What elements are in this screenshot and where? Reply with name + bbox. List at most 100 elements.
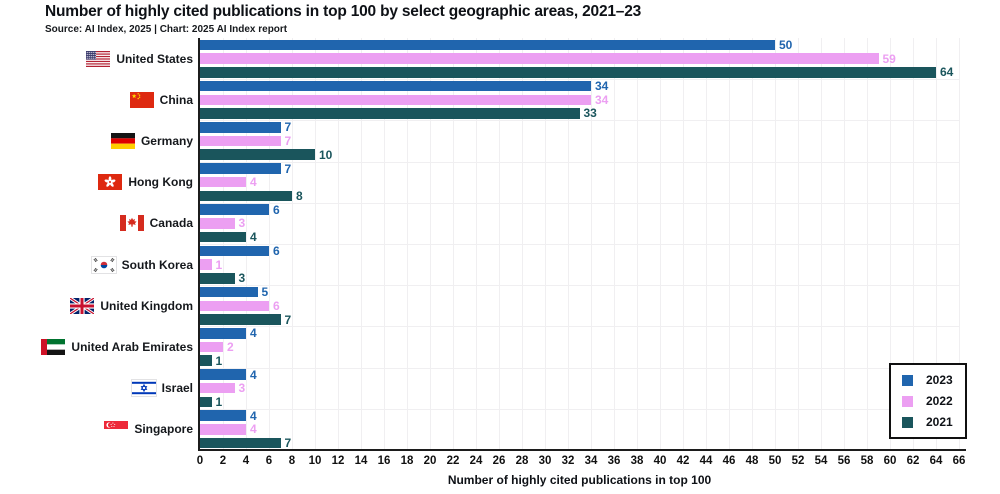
bar-value-label: 6 — [273, 243, 280, 258]
bar-line-2023: 6 — [200, 243, 959, 258]
bar-2021 — [200, 190, 292, 202]
bar-value-label: 6 — [273, 202, 280, 217]
uae-flag-icon — [41, 339, 66, 356]
category-label: China — [159, 92, 193, 107]
bar-2023 — [200, 80, 591, 92]
bar-line-2021: 10 — [200, 149, 959, 161]
x-tick-label: 4 — [242, 455, 250, 467]
x-tick-label: 60 — [883, 455, 897, 467]
category-label-row: Canada — [0, 203, 196, 244]
bar-line-2023: 50 — [200, 37, 959, 52]
chart-row: 7 4 8 — [200, 162, 959, 203]
bar-value-label: 50 — [779, 37, 793, 52]
bar-value-label: 59 — [882, 51, 896, 66]
bar-line-2022: 4 — [200, 175, 959, 190]
x-tick-label: 50 — [768, 455, 782, 467]
category-label: Canada — [149, 216, 193, 231]
x-tick-label: 0 — [196, 455, 204, 467]
bar-line-2022: 4 — [200, 422, 959, 437]
bar-2022 — [200, 218, 235, 229]
category-label-row: Singapore — [0, 409, 196, 450]
bar-line-2023: 4 — [200, 327, 959, 339]
gridlines — [200, 38, 960, 450]
legend-swatch-icon — [902, 395, 913, 407]
bar-line-2021: 4 — [200, 231, 959, 243]
bar-line-2023: 34 — [200, 80, 959, 92]
x-tick-label: 38 — [630, 455, 644, 467]
x-tick-label: 56 — [837, 455, 851, 467]
bar-value-label: 3 — [238, 381, 246, 396]
x-tick-label: 16 — [377, 455, 391, 467]
bar-2023 — [200, 122, 281, 133]
bar-line-2023: 7 — [200, 161, 959, 176]
bar-2021 — [200, 314, 281, 325]
south-korea-flag-icon — [90, 255, 117, 274]
x-tick-label: 30 — [538, 455, 552, 467]
hong-kong-flag-icon — [98, 174, 123, 191]
bar-2022 — [200, 341, 223, 353]
category-label: United States — [116, 51, 193, 66]
bar-value-label: 4 — [250, 175, 257, 190]
bar-2021 — [200, 67, 936, 78]
bar-2021 — [200, 273, 235, 284]
x-tick-label: 48 — [745, 455, 759, 467]
legend-label: 2022 — [926, 394, 953, 408]
bar-line-2021: 1 — [200, 396, 959, 408]
bar-line-2022: 3 — [200, 217, 959, 229]
x-tick-label: 18 — [400, 455, 414, 467]
category-label: Hong Kong — [128, 175, 193, 190]
legend-entry: 2022 — [902, 394, 953, 408]
bar-line-2022: 59 — [200, 51, 959, 66]
bar-2023 — [200, 410, 246, 421]
bar-value-label: 4 — [250, 408, 257, 423]
bar-2021 — [200, 437, 281, 449]
bar-2022 — [200, 135, 281, 147]
bar-line-2021: 33 — [200, 107, 959, 119]
category-label: Singapore — [134, 422, 193, 437]
singapore-flag-icon — [104, 421, 129, 438]
category-label: United Arab Emirates — [71, 340, 193, 355]
bar-value-label: 7 — [284, 161, 292, 176]
chart-row: 6 3 4 — [200, 203, 959, 244]
category-label-row: United Arab Emirates — [0, 326, 196, 367]
bar-line-2021: 8 — [200, 188, 959, 203]
bar-line-2022: 34 — [200, 94, 959, 106]
israel-flag-icon — [130, 379, 157, 398]
bar-2023 — [200, 369, 246, 380]
x-tick-label: 44 — [699, 455, 713, 467]
category-label-row: United Kingdom — [0, 285, 196, 326]
x-tick-label: 52 — [791, 455, 805, 467]
bar-value-label: 1 — [215, 257, 223, 272]
bar-2023 — [200, 39, 775, 51]
bar-value-label: 4 — [250, 422, 257, 437]
x-tick-label: 12 — [331, 455, 345, 467]
germany-flag-icon — [110, 133, 135, 149]
bar-line-2023: 4 — [200, 367, 959, 382]
bar-value-label: 4 — [250, 367, 257, 382]
gridline-horizontal — [200, 79, 959, 81]
x-tick-label: 26 — [492, 455, 506, 467]
bar-value-label: 7 — [284, 134, 292, 148]
category-label: Israel — [161, 381, 193, 396]
x-tick-label: 66 — [952, 455, 966, 467]
x-tick-label: 42 — [676, 455, 690, 467]
x-tick-label: 40 — [653, 455, 667, 467]
bar-2023 — [200, 204, 269, 215]
category-label-row: China — [0, 79, 196, 120]
legend-label: 2023 — [926, 373, 953, 387]
y-axis-line — [198, 38, 200, 451]
bar-value-label: 8 — [296, 188, 303, 203]
bar-line-2022: 7 — [200, 134, 959, 148]
legend-swatch-icon — [902, 416, 913, 428]
bar-2021 — [200, 231, 246, 243]
bar-rows: 50 59 64 34 34 33 7 7 10 7 4 8 6 3 4 6 1 3 5 6 7 4 2 1 4 3 1 4 4 7 — [200, 38, 959, 450]
legend-label: 2021 — [926, 415, 953, 429]
bar-line-2021: 7 — [200, 437, 959, 449]
bar-value-label: 7 — [284, 120, 292, 135]
x-axis-line — [198, 449, 966, 451]
x-tick-label: 10 — [308, 455, 322, 467]
plot-area: 50 59 64 34 34 33 7 7 10 7 4 8 6 3 4 6 1 3 5 6 7 4 2 1 4 3 1 4 4 7 — [200, 38, 960, 450]
